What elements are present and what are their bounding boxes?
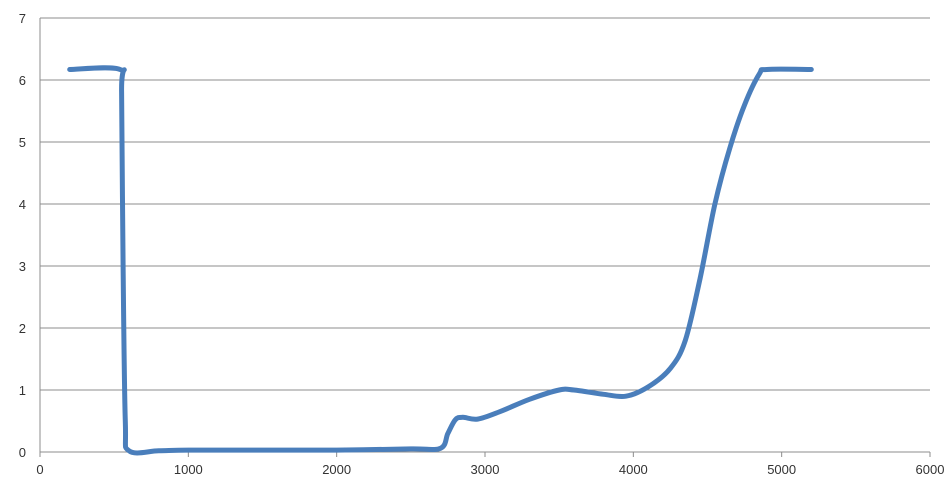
x-tick-label: 1000	[174, 462, 203, 477]
y-tick-label: 4	[19, 197, 26, 212]
y-tick-label: 7	[19, 11, 26, 26]
x-tick-label: 4000	[619, 462, 648, 477]
x-tick-label: 2000	[322, 462, 351, 477]
y-tick-label: 1	[19, 383, 26, 398]
series-layer	[67, 65, 814, 456]
y-tick-label: 0	[19, 445, 26, 460]
x-tick-label: 5000	[767, 462, 796, 477]
y-tick-label: 5	[19, 135, 26, 150]
x-tick-label: 3000	[471, 462, 500, 477]
x-tick-label: 0	[36, 462, 43, 477]
y-tick-label: 6	[19, 73, 26, 88]
series-line-0	[67, 65, 814, 456]
y-tick-label: 3	[19, 259, 26, 274]
gridlines	[39, 17, 931, 457]
y-tick-label: 2	[19, 321, 26, 336]
tick-labels: 0 1 2 3 4 5 6 7 0 1000 2000 3000 4000 5000 6000	[19, 11, 945, 477]
x-tick-label: 6000	[916, 462, 945, 477]
